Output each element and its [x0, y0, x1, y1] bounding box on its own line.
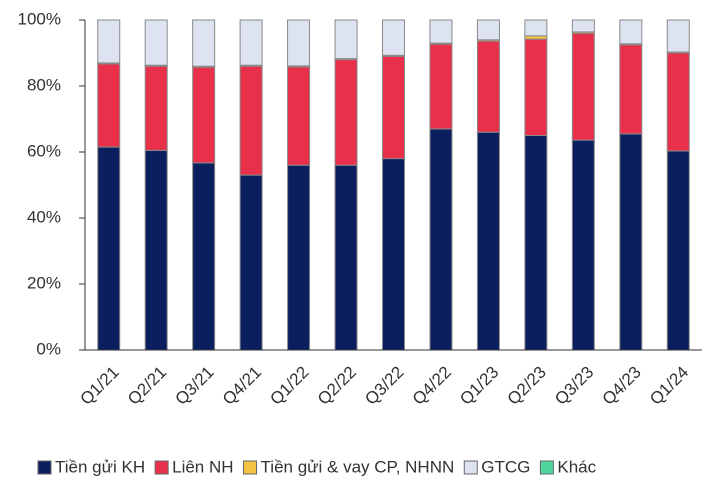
legend-swatch — [539, 460, 554, 475]
bar-segment — [571, 32, 595, 141]
legend-label: Tiền gửi & vay CP, NHNN — [261, 457, 455, 476]
bar-segment — [524, 19, 548, 37]
bar-segment — [192, 19, 216, 67]
bar-segment — [476, 19, 500, 41]
bar-segment — [382, 55, 405, 160]
x-tick-label: Q2/23 — [504, 363, 550, 409]
x-tick-label: Q2/22 — [314, 363, 360, 409]
bar-segment — [571, 19, 595, 33]
x-tick-label: Q1/22 — [266, 363, 312, 409]
x-tick-label: Q3/23 — [551, 363, 597, 409]
bar-segment — [619, 44, 643, 135]
legend-label: Khác — [557, 457, 596, 476]
bar-segment — [192, 162, 216, 351]
x-tick-label: Q1/23 — [456, 363, 502, 409]
x-tick-label: Q3/21 — [171, 363, 217, 409]
x-tick-label: Q4/21 — [219, 363, 265, 409]
bar-segment — [571, 139, 595, 351]
legend-label: Tiền gửi KH — [55, 457, 145, 476]
bar-segment — [524, 38, 548, 136]
bar-segment — [619, 133, 643, 351]
bar-segment — [97, 63, 121, 148]
bar-segment — [382, 19, 405, 56]
bar-segment — [287, 164, 311, 351]
bar-segment — [334, 19, 358, 60]
x-tick-label: Q1/21 — [77, 363, 123, 409]
y-tick-label: 0% — [36, 339, 61, 358]
bar-segment — [429, 43, 453, 130]
legend-swatch — [463, 460, 478, 475]
x-tick-label: Q3/22 — [361, 363, 407, 409]
bar-segment — [144, 65, 168, 151]
bar-segment — [287, 19, 311, 67]
bar-segment — [334, 164, 358, 351]
legend-label: Liên NH — [172, 457, 233, 476]
bar-segment — [334, 59, 358, 166]
bar-segment — [476, 131, 500, 351]
bar-segment — [144, 149, 168, 351]
bar-segment — [476, 40, 500, 133]
x-tick-label: Q4/23 — [599, 363, 645, 409]
bar-segment — [429, 128, 453, 351]
y-tick-label: 100% — [18, 9, 61, 28]
bar-segment — [287, 66, 311, 166]
bar-segment — [666, 19, 690, 53]
bar-segment — [192, 66, 216, 164]
legend-swatch — [243, 460, 258, 475]
bar-segment — [524, 135, 548, 351]
legend-swatch — [37, 460, 52, 475]
bar-segment — [144, 19, 168, 66]
bar-segment — [666, 52, 690, 152]
bar-segment — [97, 19, 121, 64]
legend-swatch — [154, 460, 169, 475]
bar-segment — [619, 19, 643, 45]
bar-segment — [239, 19, 263, 66]
y-tick-label: 80% — [27, 75, 61, 94]
bar-segment — [382, 158, 405, 351]
bar-segment — [97, 146, 121, 351]
x-tick-label: Q4/22 — [409, 363, 455, 409]
y-tick-label: 60% — [27, 141, 61, 160]
bar-segment — [239, 174, 263, 351]
bar-segment — [239, 65, 263, 176]
x-tick-label: Q2/21 — [124, 363, 170, 409]
y-tick-label: 40% — [27, 207, 61, 226]
legend-label: GTCG — [481, 457, 530, 476]
y-tick-label: 20% — [27, 273, 61, 292]
x-tick-label: Q1/24 — [646, 363, 692, 409]
bar-segment — [666, 150, 690, 351]
bar-segment — [429, 19, 453, 44]
